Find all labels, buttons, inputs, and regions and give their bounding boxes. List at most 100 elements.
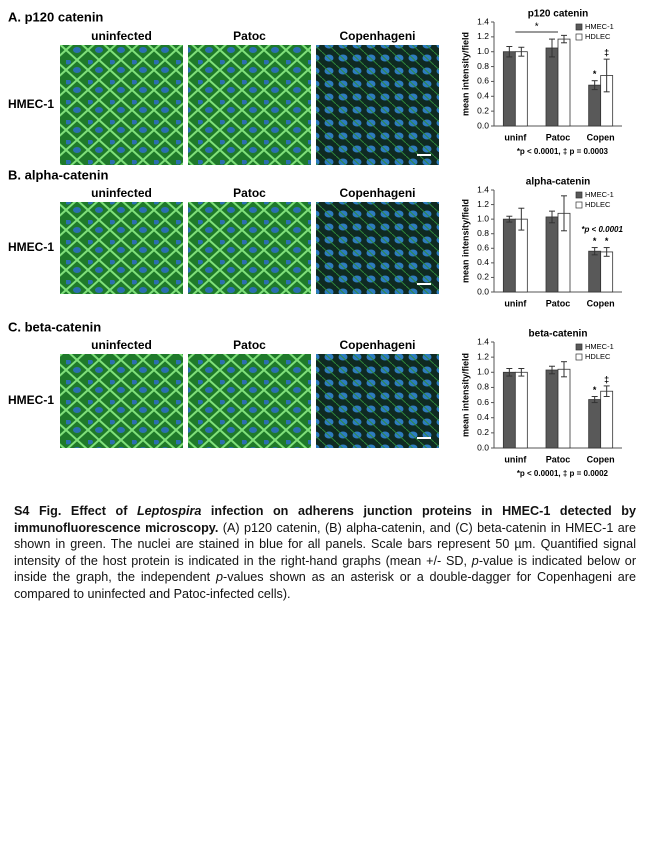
x-tick-label: Patoc (546, 132, 571, 142)
column-label: uninfected (91, 338, 152, 352)
x-tick-label: uninf (504, 298, 527, 308)
panel-label: C. beta-catenin (8, 319, 101, 334)
significance-marker: * (593, 69, 597, 79)
footnote: *p < 0.0001, ‡ p = 0.0003 (517, 147, 609, 156)
significance-marker: ‡ (604, 48, 609, 58)
x-tick-label: Copen (587, 132, 615, 142)
y-tick-label: 1.4 (477, 16, 489, 26)
chart-title: alpha-catenin (526, 177, 590, 188)
bar (514, 371, 528, 449)
y-tick-label: 0.8 (477, 228, 489, 238)
significance-marker: * (593, 236, 597, 246)
y-tick-label: 0.0 (477, 286, 489, 296)
column-label: Patoc (233, 338, 266, 352)
legend-swatch (575, 191, 583, 199)
annotation: *p < 0.0001 (581, 225, 623, 234)
micrograph (188, 45, 311, 165)
legend-label: HMEC-1 (585, 342, 614, 351)
bar (557, 38, 571, 127)
y-tick-label: 1.4 (477, 184, 489, 194)
caption-text: Leptospira (136, 504, 202, 518)
column-label: Copenhageni (339, 338, 415, 352)
caption-text: -value is indicated below or inside the … (14, 553, 637, 585)
micrograph (316, 202, 439, 294)
y-tick-label: 0.2 (477, 272, 489, 282)
legend-label: HMEC-1 (585, 190, 614, 199)
micrograph (60, 45, 183, 165)
column-label: Patoc (233, 186, 266, 200)
legend-label: HDLEC (585, 32, 611, 41)
bar (502, 371, 516, 449)
row-label: HMEC-1 (8, 97, 54, 111)
bar (502, 51, 516, 127)
significance-marker: * (605, 236, 609, 246)
column-label: uninfected (91, 29, 152, 43)
column-label: Copenhageni (339, 29, 415, 43)
y-tick-label: 0.4 (477, 412, 489, 422)
panel-label: A. p120 catenin (8, 9, 103, 24)
caption-text: S4 Fig. Effect of (14, 504, 137, 518)
micrograph (188, 354, 311, 448)
y-tick-label: 0.6 (477, 243, 489, 253)
y-tick-label: 1.0 (477, 46, 489, 56)
significance-marker: * (593, 385, 597, 395)
chart-title: p120 catenin (528, 9, 589, 20)
legend-swatch (575, 33, 583, 41)
legend-swatch (575, 343, 583, 351)
bar (502, 218, 516, 293)
micrograph (60, 354, 183, 448)
micrograph (316, 354, 439, 448)
y-axis-label: mean intensity/field (460, 32, 470, 116)
significance-marker: ‡ (604, 374, 609, 384)
y-tick-label: 0.0 (477, 120, 489, 130)
y-tick-label: 0.8 (477, 382, 489, 392)
bar (545, 47, 559, 127)
bar (557, 368, 571, 449)
row-label: HMEC-1 (8, 240, 54, 254)
micrograph (60, 202, 183, 294)
bar (588, 84, 602, 127)
bar (588, 250, 602, 293)
bar (545, 216, 559, 293)
y-tick-label: 0.6 (477, 76, 489, 86)
bar (545, 369, 559, 449)
y-tick-label: 0.6 (477, 397, 489, 407)
bar (600, 390, 614, 449)
panel-label: B. alpha-catenin (8, 167, 108, 182)
column-label: Copenhageni (339, 186, 415, 200)
micrograph (316, 45, 439, 165)
footnote: *p < 0.0001, ‡ p = 0.0002 (517, 469, 609, 478)
y-tick-label: 1.2 (477, 199, 489, 209)
caption-text: (A) p120 catenin, (B) alpha-catenin, and… (14, 520, 636, 568)
y-tick-label: 0.4 (477, 91, 489, 101)
row-label: HMEC-1 (8, 393, 54, 407)
y-axis-label: mean intensity/field (460, 353, 470, 437)
y-tick-label: 0.4 (477, 257, 489, 267)
x-tick-label: Patoc (546, 454, 571, 464)
y-tick-label: 1.0 (477, 367, 489, 377)
legend-label: HDLEC (585, 200, 611, 209)
y-tick-label: 1.2 (477, 351, 489, 361)
legend-label: HMEC-1 (585, 22, 614, 31)
x-tick-label: Copen (587, 298, 615, 308)
y-axis-label: mean intensity/field (460, 199, 470, 283)
chart-title: beta-catenin (529, 329, 588, 340)
y-tick-label: 0.8 (477, 61, 489, 71)
micrograph (188, 202, 311, 294)
significance-label: * (535, 22, 539, 33)
legend-swatch (575, 353, 583, 361)
legend-swatch (575, 23, 583, 31)
caption-text: p (471, 553, 479, 568)
caption-text: infection on adherens junction proteins … (14, 504, 636, 535)
column-label: uninfected (91, 186, 152, 200)
figure: A. p120 catenin HMEC-1 uninfected Patoc Cope… (8, 9, 623, 478)
legend-label: HDLEC (585, 352, 611, 361)
x-tick-label: Copen (587, 454, 615, 464)
x-tick-label: Patoc (546, 298, 571, 308)
legend-swatch (575, 201, 583, 209)
y-tick-label: 0.2 (477, 105, 489, 115)
y-tick-label: 0.0 (477, 442, 489, 452)
bar (514, 51, 528, 127)
column-label: Patoc (233, 29, 266, 43)
